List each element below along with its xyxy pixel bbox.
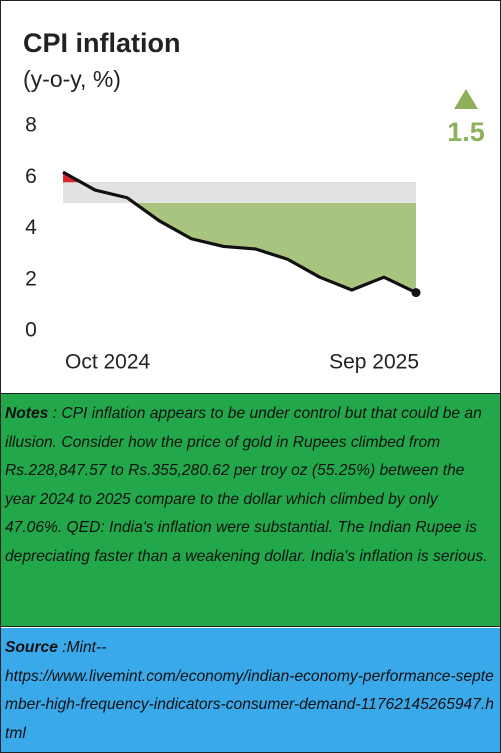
- area-below: [63, 202, 416, 293]
- source-text: :Mint--: [62, 639, 107, 656]
- x-tick-label: Oct 2024: [65, 351, 151, 374]
- y-tick-label: 0: [25, 319, 37, 342]
- notes-text: : CPI inflation appears to be under cont…: [5, 405, 488, 565]
- y-tick-label: 4: [25, 216, 37, 239]
- reference-band: [63, 182, 416, 203]
- line: [62, 170, 417, 295]
- end-point: [411, 288, 421, 298]
- chart: CPI inflation (y-o-y, %) 0 2 4 6 8 Oct 2024 Se…: [23, 28, 485, 374]
- chart-title: CPI inflation: [23, 28, 181, 58]
- source-url: https://www.livemint.com/economy/indian-…: [5, 667, 494, 742]
- notes: Notes : CPI inflation appears to be unde…: [1, 393, 500, 627]
- y-tick-label: 8: [25, 114, 37, 137]
- annotation-arrow: [454, 89, 478, 109]
- y-tick-label: 2: [25, 267, 37, 290]
- x-tick-label: Sep 2025: [329, 351, 419, 374]
- source: Source :Mint-- https://www.livemint.com/e…: [1, 628, 500, 752]
- notes-label: Notes: [5, 405, 49, 422]
- y-tick-label: 6: [25, 165, 37, 188]
- source-label: Source: [5, 639, 58, 656]
- chart-subtitle: (y-o-y, %): [23, 66, 121, 92]
- annotation: 1.5: [447, 117, 485, 147]
